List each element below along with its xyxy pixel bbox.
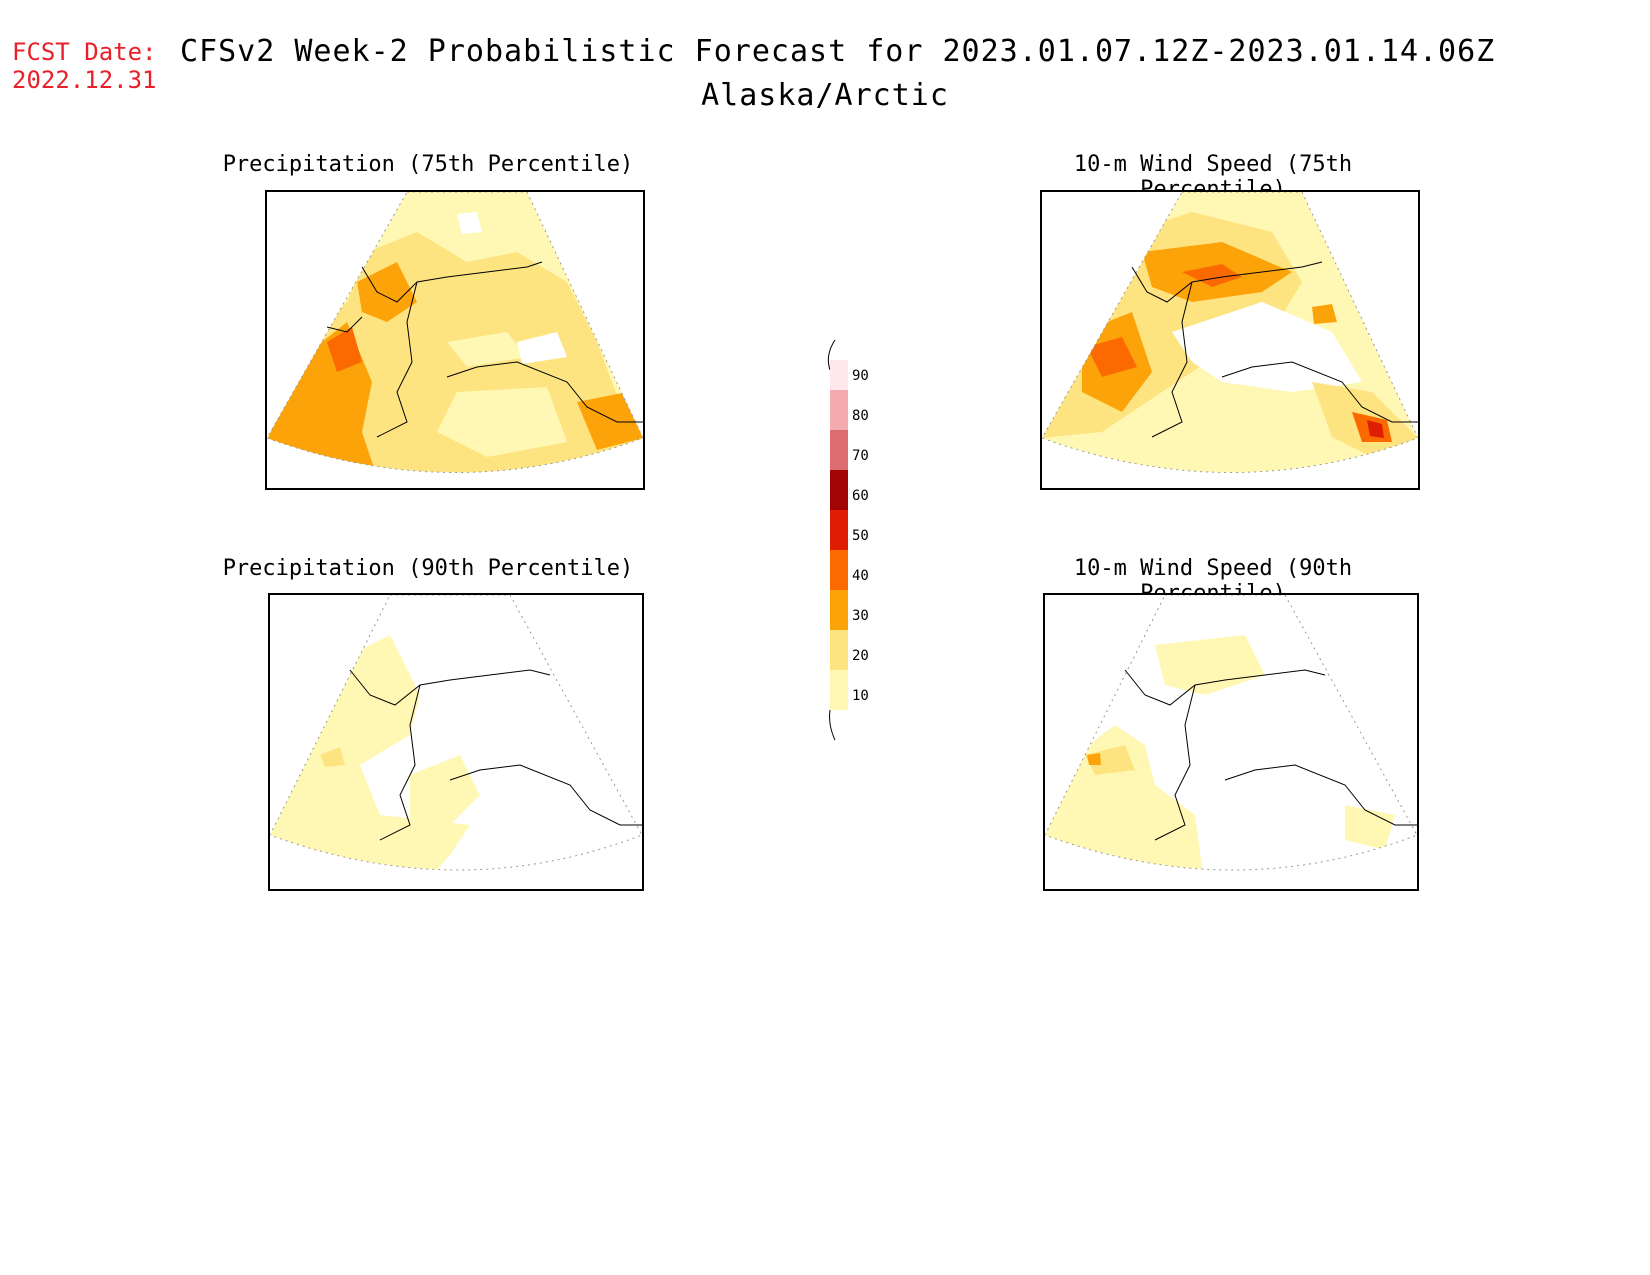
colorbar-label-30: 30: [852, 608, 869, 624]
colorbar-label-50: 50: [852, 528, 869, 544]
colorbar-swatch-30: [830, 590, 848, 630]
colorbar-label-40: 40: [852, 568, 869, 584]
colorbar-label-80: 80: [852, 408, 869, 424]
colorbar-swatch-90: [830, 360, 848, 390]
colorbar-swatch-40: [830, 550, 848, 590]
colorbar-swatch-60: [830, 470, 848, 510]
colorbar-label-60: 60: [852, 488, 869, 504]
colorbar-swatch-50: [830, 510, 848, 550]
colorbar: [827, 339, 848, 741]
colorbar-label-20: 20: [852, 648, 869, 664]
map-precip75: [265, 190, 645, 490]
map-wind75: [1040, 190, 1420, 490]
forecast-date-value: 2022.12.31: [12, 66, 157, 94]
colorbar-swatch-70: [830, 430, 848, 470]
page-title: CFSv2 Week-2 Probabilistic Forecast for …: [180, 34, 1496, 69]
colorbar-swatch-80: [830, 390, 848, 430]
map-wind90: [1043, 593, 1419, 891]
colorbar-swatch-20: [830, 630, 848, 670]
map-precip90: [268, 593, 644, 891]
colorbar-swatch-10: [830, 670, 848, 710]
forecast-date-label: FCST Date:: [12, 38, 157, 66]
forecast-date-block: FCST Date: 2022.12.31: [12, 38, 157, 94]
panel-title-precip90: Precipitation (90th Percentile): [222, 556, 634, 581]
colorbar-label-90: 90: [852, 368, 869, 384]
panel-title-precip75: Precipitation (75th Percentile): [222, 152, 634, 177]
page-subtitle: Alaska/Arctic: [701, 78, 949, 113]
colorbar-label-70: 70: [852, 448, 869, 464]
colorbar-label-10: 10: [852, 688, 869, 704]
